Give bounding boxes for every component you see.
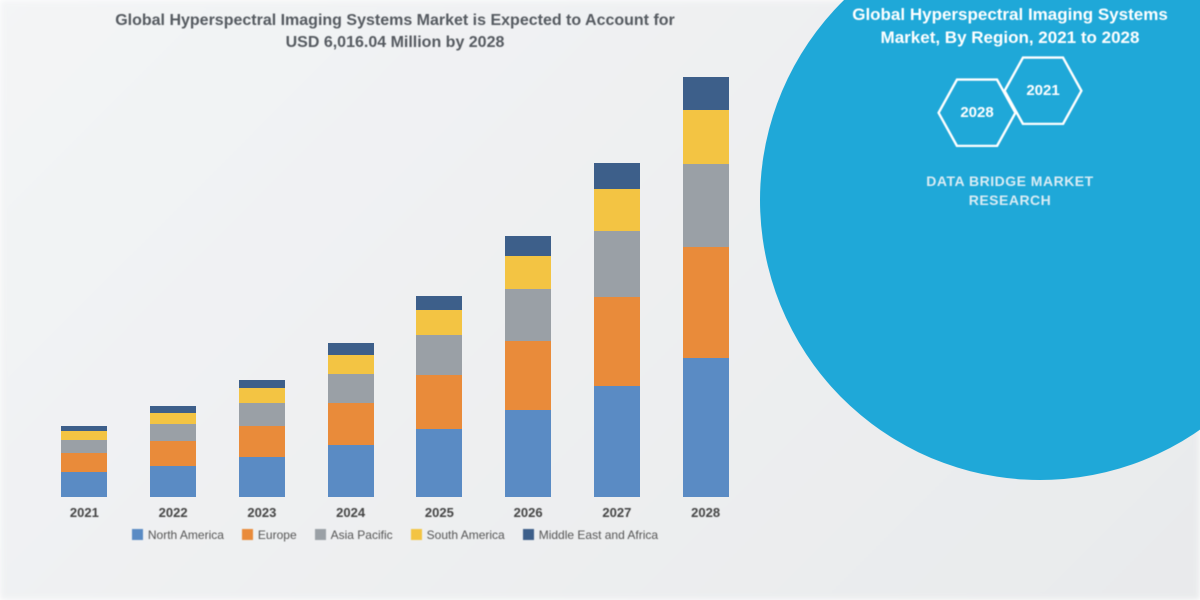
bar-segment xyxy=(505,410,551,497)
bar-segment xyxy=(239,403,285,426)
bar-segment xyxy=(416,335,462,375)
brand-line2: RESEARCH xyxy=(840,191,1180,211)
bar-segment xyxy=(505,341,551,410)
bar-segment xyxy=(61,431,107,440)
bar-stack xyxy=(150,406,196,497)
bar-segment xyxy=(594,163,640,189)
legend-item: South America xyxy=(411,528,505,542)
side-title: Global Hyperspectral Imaging Systems Mar… xyxy=(840,4,1180,50)
legend-item: Asia Pacific xyxy=(315,528,393,542)
bar-segment xyxy=(239,388,285,403)
bar-2023: 2023 xyxy=(239,75,285,520)
bar-stack xyxy=(239,380,285,497)
bar-segment xyxy=(683,77,729,110)
bar-stack xyxy=(416,296,462,497)
bar-segment xyxy=(594,297,640,386)
bar-segment xyxy=(150,406,196,413)
chart-area: 2021 2022 2023 2024 2025 2026 2027 2028 xyxy=(30,75,760,520)
bar-2026: 2026 xyxy=(505,75,551,520)
bar-2028: 2028 xyxy=(683,75,729,520)
bar-segment xyxy=(239,426,285,457)
chart-panel: Global Hyperspectral Imaging Systems Mar… xyxy=(0,0,780,600)
bar-segment xyxy=(61,453,107,472)
chart-title-line1: Global Hyperspectral Imaging Systems Mar… xyxy=(30,10,760,32)
bar-segment xyxy=(416,310,462,335)
main-content: Global Hyperspectral Imaging Systems Mar… xyxy=(0,0,1200,600)
bar-segment xyxy=(594,189,640,232)
bar-segment xyxy=(416,429,462,497)
bar-segment xyxy=(683,164,729,247)
bar-2027: 2027 xyxy=(594,75,640,520)
bar-segment xyxy=(150,413,196,424)
legend-label: Asia Pacific xyxy=(331,528,393,542)
x-axis-label: 2027 xyxy=(602,505,631,520)
bar-2024: 2024 xyxy=(328,75,374,520)
bar-2025: 2025 xyxy=(416,75,462,520)
bar-segment xyxy=(239,380,285,389)
brand-line1: DATA BRIDGE MARKET xyxy=(840,172,1180,192)
legend-swatch xyxy=(523,529,534,540)
bar-segment xyxy=(683,358,729,497)
bar-segment xyxy=(239,457,285,497)
x-axis-label: 2021 xyxy=(70,505,99,520)
x-axis-label: 2024 xyxy=(336,505,365,520)
hex-2021-label: 2021 xyxy=(1026,82,1059,99)
legend-label: South America xyxy=(427,528,505,542)
chart-title-line2: USD 6,016.04 Million by 2028 xyxy=(30,32,760,54)
side-panel: Global Hyperspectral Imaging Systems Mar… xyxy=(780,0,1200,600)
bar-segment xyxy=(683,110,729,164)
bar-segment xyxy=(328,343,374,354)
legend-swatch xyxy=(315,529,326,540)
bar-segment xyxy=(416,296,462,311)
legend-swatch xyxy=(132,529,143,540)
legend-label: Middle East and Africa xyxy=(539,528,658,542)
x-axis-label: 2022 xyxy=(159,505,188,520)
hex-row: 2028 2021 xyxy=(840,78,1180,148)
bar-stack xyxy=(505,236,551,497)
side-content: Global Hyperspectral Imaging Systems Mar… xyxy=(840,0,1180,211)
bar-segment xyxy=(150,424,196,441)
bar-segment xyxy=(150,466,196,497)
x-axis-label: 2028 xyxy=(691,505,720,520)
bar-segment xyxy=(505,256,551,289)
bar-2022: 2022 xyxy=(150,75,196,520)
bar-segment xyxy=(594,386,640,497)
x-axis-label: 2025 xyxy=(425,505,454,520)
bar-segment xyxy=(328,374,374,404)
legend-label: Europe xyxy=(258,528,297,542)
bar-segment xyxy=(416,375,462,429)
legend-item: Europe xyxy=(242,528,297,542)
bar-stack xyxy=(683,77,729,497)
bar-stack xyxy=(61,426,107,497)
bar-segment xyxy=(328,445,374,497)
side-brand: DATA BRIDGE MARKET RESEARCH xyxy=(840,172,1180,211)
legend-label: North America xyxy=(148,528,224,542)
hex-2028-label: 2028 xyxy=(960,104,993,121)
bar-segment xyxy=(594,231,640,297)
bar-stack xyxy=(594,163,640,497)
bar-segment xyxy=(505,289,551,341)
bar-segment xyxy=(61,440,107,454)
bar-stack xyxy=(328,343,374,497)
bar-segment xyxy=(61,472,107,496)
x-axis-label: 2026 xyxy=(514,505,543,520)
legend-item: North America xyxy=(132,528,224,542)
chart-legend: North America Europe Asia Pacific South Ame… xyxy=(30,528,760,542)
legend-swatch xyxy=(242,529,253,540)
bar-segment xyxy=(505,236,551,256)
hex-2021: 2021 xyxy=(1003,56,1083,126)
chart-title: Global Hyperspectral Imaging Systems Mar… xyxy=(30,10,760,55)
legend-swatch xyxy=(411,529,422,540)
bar-segment xyxy=(328,355,374,374)
bar-segment xyxy=(683,247,729,358)
bar-segment xyxy=(150,441,196,465)
bar-2021: 2021 xyxy=(61,75,107,520)
legend-item: Middle East and Africa xyxy=(523,528,658,542)
bar-segment xyxy=(328,403,374,445)
x-axis-label: 2023 xyxy=(247,505,276,520)
